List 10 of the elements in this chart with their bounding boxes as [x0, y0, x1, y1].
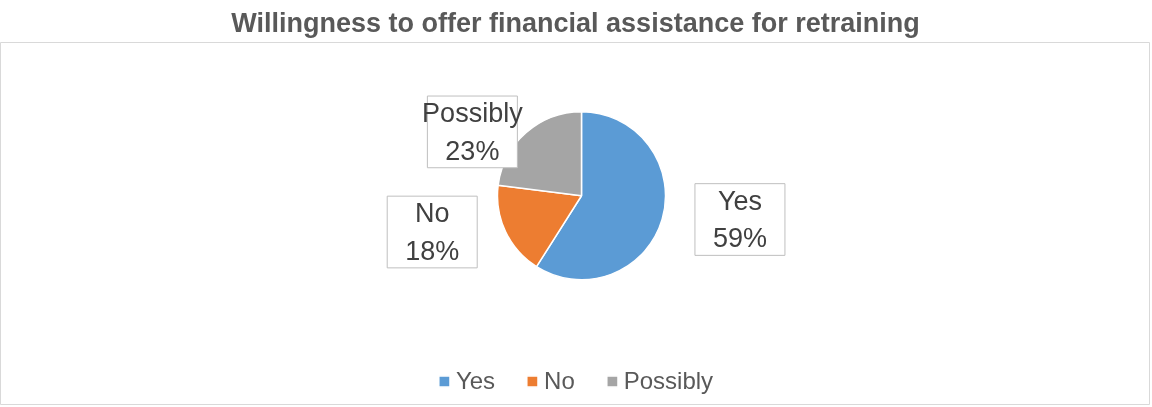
legend-label: Yes — [455, 367, 496, 395]
legend-label: Possibly — [623, 367, 714, 395]
legend-label: No — [544, 367, 575, 395]
slice-label: No — [414, 198, 450, 229]
slice-label: Yes — [717, 185, 762, 216]
chart-title: Willingness to offer financial assistance for retraining — [231, 7, 920, 38]
slice-label: Possibly — [422, 98, 524, 129]
data-label: 59% — [712, 223, 767, 254]
data-label: 18% — [405, 235, 460, 266]
data-label: 23% — [445, 135, 500, 166]
